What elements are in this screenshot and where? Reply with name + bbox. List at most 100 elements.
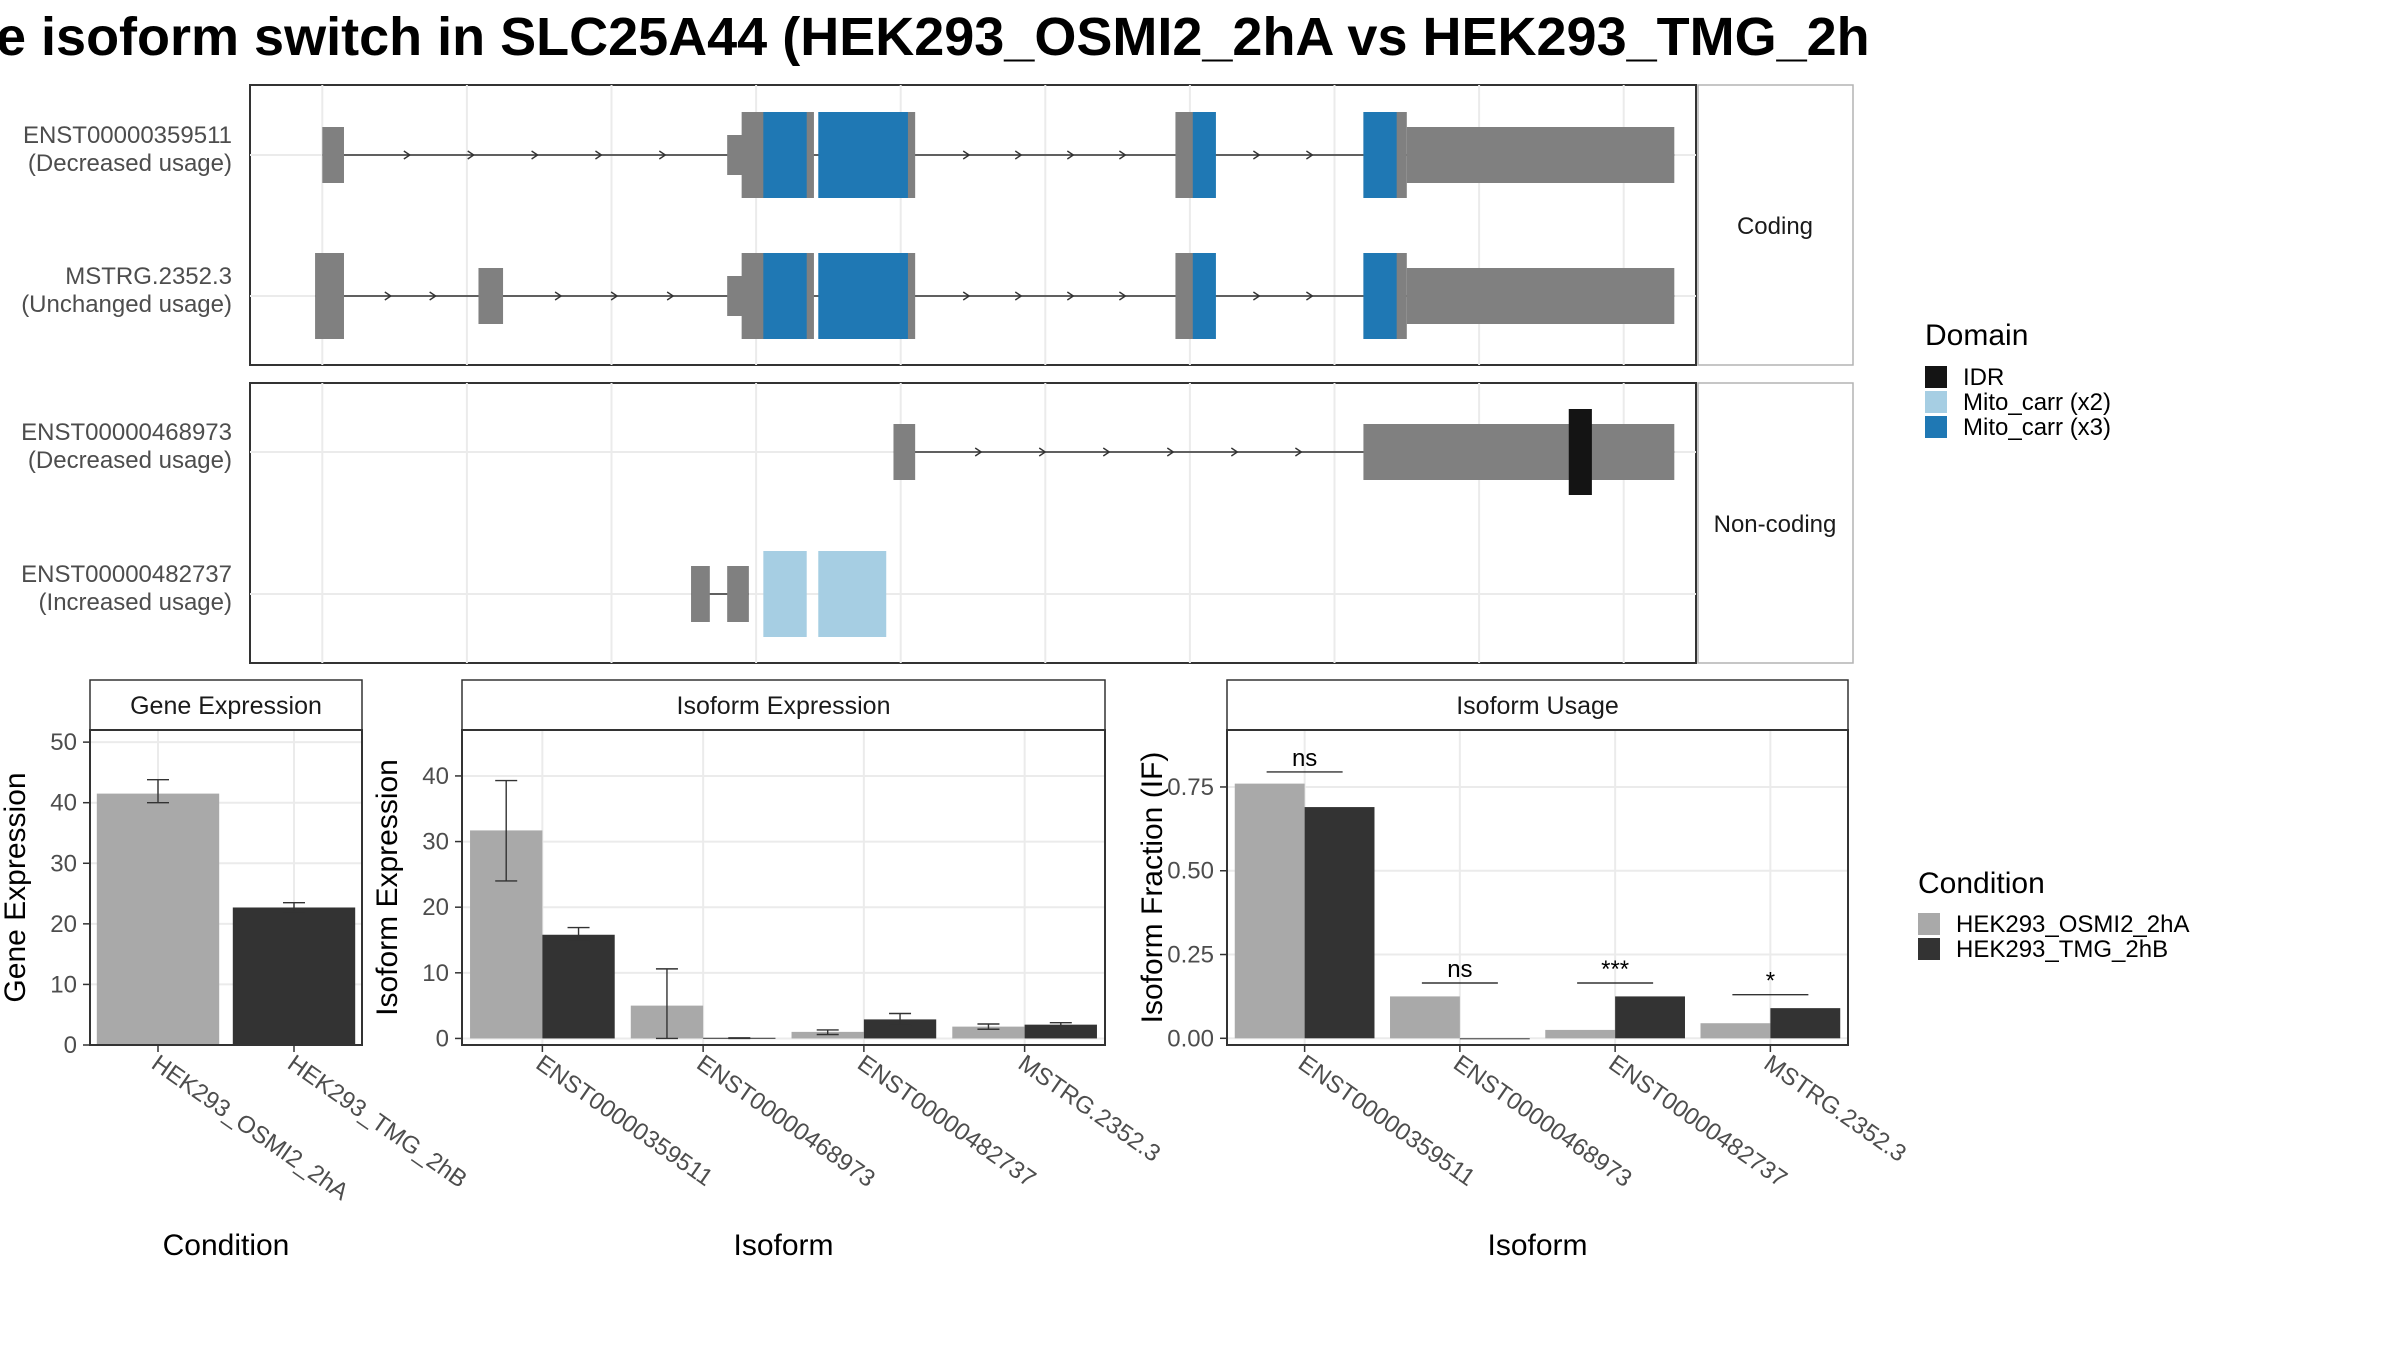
intron-arrow (403, 150, 412, 160)
domain-block (818, 253, 908, 339)
intron-arrow (429, 291, 437, 301)
panel-strip (89, 679, 363, 731)
transcript-usage-label: (Unchanged usage) (21, 291, 232, 318)
domain-block (1363, 112, 1397, 198)
x-tick-label: ENST00000482737 (852, 1050, 1040, 1193)
intron-arrow (1014, 291, 1023, 301)
domain-block (763, 253, 807, 339)
y-axis-title: Gene Expression (0, 772, 32, 1002)
exon-block (1363, 424, 1675, 480)
intron-arrow (974, 447, 983, 457)
y-tick-label: 40 (50, 790, 77, 817)
facet-strip (1697, 84, 1854, 366)
significance-label: *** (1601, 956, 1629, 983)
x-tick-label: MSTRG.2352.3 (1759, 1050, 1911, 1168)
bar (863, 1019, 937, 1039)
transcript-id-label: ENST00000359511 (23, 122, 232, 149)
exon-block (1406, 127, 1675, 183)
intron-arrow (1066, 291, 1075, 301)
bar (1545, 1029, 1616, 1039)
condition-legend-title: Condition (1918, 867, 2045, 900)
panel-strip (461, 679, 1106, 731)
domain-legend-key (1925, 366, 1947, 388)
transcript-usage-label: (Decreased usage) (28, 150, 232, 177)
intron-arrow (1066, 150, 1075, 160)
x-tick-label: ENST00000359511 (531, 1050, 718, 1192)
domain-legend-key (1925, 416, 1947, 438)
intron-arrow (610, 291, 619, 301)
intron-arrow (1252, 150, 1261, 160)
y-tick-label: 0.75 (1167, 774, 1214, 801)
domain-legend-label: Mito_carr (x3) (1963, 414, 2111, 441)
y-tick-label: 30 (422, 829, 449, 856)
bar (1390, 996, 1460, 1039)
y-tick-label: 0.00 (1167, 1025, 1214, 1052)
domain-block (1192, 112, 1216, 198)
panel-border (461, 729, 1106, 1046)
intron-arrow (1038, 447, 1047, 457)
intron-arrow (1230, 447, 1239, 457)
panel-strip (1226, 679, 1849, 731)
intron-arrow (962, 291, 971, 301)
intron-arrow (1252, 291, 1261, 301)
bar (1770, 1008, 1841, 1039)
transcript-id-label: ENST00000468973 (21, 419, 232, 446)
condition-legend-key (1918, 938, 1940, 960)
y-axis-title: Isoform Expression (371, 759, 404, 1016)
exon-block (315, 253, 344, 339)
panel-border (1226, 729, 1849, 1046)
panel-title: Isoform Expression (677, 692, 891, 720)
intron-arrow (1014, 150, 1023, 160)
bar-chart-1: Isoform Expression 0 10 20 30 40 ENST000003595… (371, 679, 1165, 1262)
intron-arrow (1306, 291, 1314, 301)
intron-arrow (531, 150, 539, 160)
domain-block (1363, 253, 1397, 339)
domain-legend-label: Mito_carr (x2) (1963, 389, 2111, 416)
y-tick-label: 0 (436, 1025, 449, 1052)
intron-arrow (666, 291, 675, 301)
bar (1234, 783, 1305, 1039)
y-tick-label: 0.50 (1167, 858, 1214, 885)
bar (952, 1026, 1025, 1039)
intron-arrow (467, 150, 475, 160)
domain-legend-key (1925, 391, 1947, 413)
facet-label-1: Non-coding (1714, 511, 1837, 538)
exon-block (893, 424, 916, 480)
domain-block (763, 112, 807, 198)
intron-arrow (1118, 291, 1127, 301)
y-tick-label: 40 (422, 763, 449, 790)
transcript-track (250, 253, 1696, 339)
x-tick-label: ENST00000468973 (692, 1050, 880, 1193)
exon-block (1406, 268, 1675, 324)
y-tick-label: 10 (50, 971, 77, 998)
intron-arrow (1294, 447, 1303, 457)
bar (1304, 807, 1375, 1039)
transcript-usage-label: (Decreased usage) (28, 447, 232, 474)
intron-arrow (1166, 447, 1175, 457)
bar (542, 934, 615, 1039)
significance-label: ns (1292, 745, 1317, 772)
exon-block (478, 268, 504, 324)
significance-label: ns (1447, 956, 1472, 983)
panel-title: Isoform Usage (1456, 692, 1619, 720)
exon-block (727, 566, 749, 622)
intron-arrow (1118, 150, 1127, 160)
domain-legend-title: Domain (1925, 319, 2028, 352)
domain-block (1192, 253, 1216, 339)
domain-legend-label: IDR (1963, 364, 2004, 391)
exon-block (322, 127, 344, 183)
x-axis-title: Isoform (1487, 1229, 1587, 1262)
condition-legend-label: HEK293_OSMI2_2hA (1956, 911, 2189, 938)
intron-arrow (1102, 447, 1111, 457)
facet-label-0: Coding (1737, 213, 1813, 240)
intron-arrow (595, 150, 603, 160)
bar (1700, 1023, 1771, 1039)
panel-border (89, 729, 363, 1046)
intron-arrow (554, 291, 563, 301)
x-axis-title: Condition (163, 1229, 290, 1262)
transcript-track (250, 409, 1696, 495)
bar (232, 907, 356, 1045)
intron-arrow (384, 291, 393, 301)
